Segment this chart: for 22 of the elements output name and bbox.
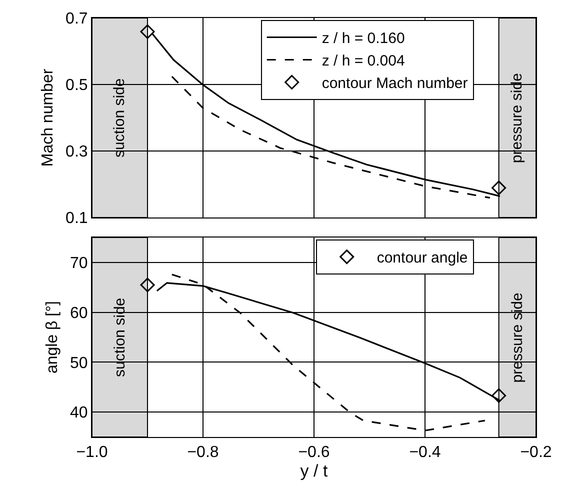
x-tick-label: −1.0 bbox=[76, 444, 108, 462]
x-tick-label: −0.2 bbox=[520, 444, 552, 462]
x-tick-label: −0.6 bbox=[298, 444, 330, 462]
x-axis-title: y / t bbox=[300, 462, 328, 481]
y-axis-title: angle β [°] bbox=[44, 301, 61, 374]
legend-label: contour angle bbox=[376, 250, 468, 267]
y-tick-label: 60 bbox=[70, 304, 88, 322]
y-axis-title: Mach number bbox=[39, 68, 56, 167]
x-tick-label: −0.4 bbox=[409, 444, 441, 462]
legend-label: contour Mach number bbox=[322, 75, 468, 92]
band-label: pressure side bbox=[508, 73, 526, 164]
x-tick-label: −0.8 bbox=[187, 444, 219, 462]
legend-label: z / h = 0.160 bbox=[322, 30, 405, 48]
y-tick-label: 40 bbox=[70, 404, 88, 422]
y-tick-label: 50 bbox=[70, 354, 88, 372]
y-tick-label: 0.1 bbox=[66, 210, 88, 228]
y-tick-label: 0.7 bbox=[66, 10, 88, 28]
y-tick-label: 0.5 bbox=[66, 77, 88, 94]
y-tick-label: 0.3 bbox=[66, 144, 88, 161]
legend-label: z / h = 0.004 bbox=[322, 52, 405, 70]
y-tick-label: 70 bbox=[70, 255, 88, 272]
band-label: pressure side bbox=[509, 292, 526, 383]
